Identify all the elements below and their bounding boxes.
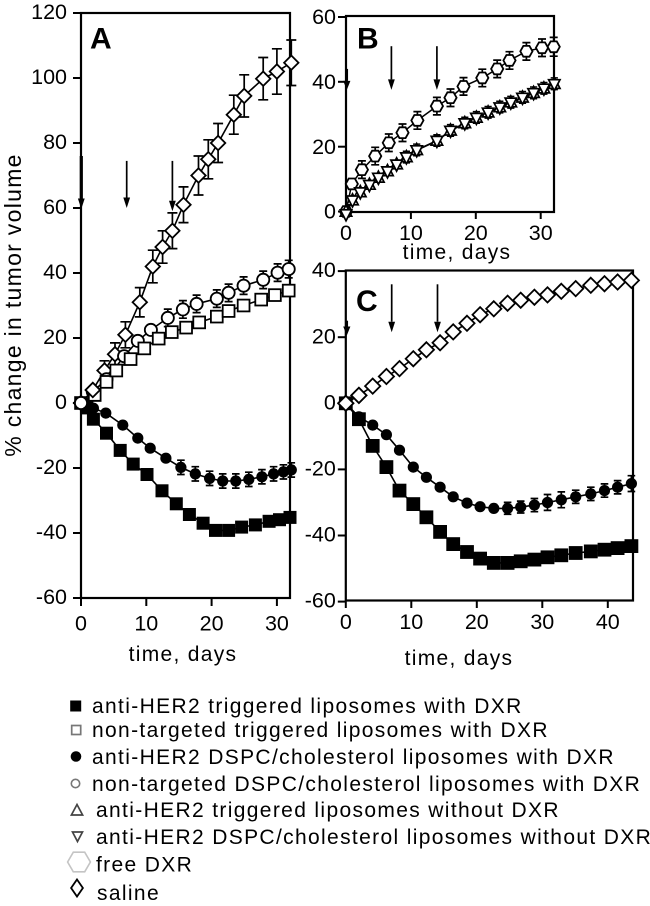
svg-text:20: 20 bbox=[312, 135, 336, 159]
svg-text:0: 0 bbox=[340, 221, 352, 245]
svg-text:20: 20 bbox=[464, 221, 488, 245]
svg-text:20: 20 bbox=[312, 324, 336, 348]
svg-text:C: C bbox=[356, 285, 378, 318]
svg-text:anti-HER2 triggered liposomes: anti-HER2 triggered liposomes without DX… bbox=[96, 799, 560, 822]
svg-text:-40: -40 bbox=[305, 523, 336, 547]
svg-text:10: 10 bbox=[134, 612, 158, 636]
svg-text:40: 40 bbox=[596, 610, 620, 634]
svg-text:anti-HER2 DSPC/cholesterol lip: anti-HER2 DSPC/cholesterol liposomes wit… bbox=[92, 746, 615, 769]
svg-text:non-targeted triggered liposom: non-targeted triggered liposomes with DX… bbox=[92, 719, 549, 742]
svg-text:A: A bbox=[90, 23, 112, 56]
svg-text:saline: saline bbox=[97, 882, 160, 905]
svg-text:20: 20 bbox=[43, 325, 67, 349]
svg-text:time, days: time, days bbox=[129, 643, 238, 666]
svg-text:-60: -60 bbox=[305, 589, 336, 613]
svg-text:10: 10 bbox=[399, 610, 423, 634]
svg-text:free DXR: free DXR bbox=[96, 854, 193, 877]
svg-text:30: 30 bbox=[265, 612, 289, 636]
svg-text:20: 20 bbox=[465, 610, 489, 634]
svg-text:-60: -60 bbox=[36, 585, 67, 609]
svg-text:anti-HER2 triggered liposomes: anti-HER2 triggered liposomes with DXR bbox=[92, 695, 523, 718]
svg-text:40: 40 bbox=[43, 260, 67, 284]
svg-text:non-targeted DSPC/cholesterol: non-targeted DSPC/cholesterol liposomes … bbox=[92, 773, 641, 796]
svg-text:-20: -20 bbox=[36, 455, 67, 479]
svg-text:anti-HER2 DSPC/cholesterol lip: anti-HER2 DSPC/cholesterol liposomes wit… bbox=[96, 826, 650, 849]
svg-text:-40: -40 bbox=[36, 520, 67, 544]
svg-text:B: B bbox=[357, 23, 379, 56]
svg-text:-20: -20 bbox=[305, 457, 336, 481]
svg-text:0: 0 bbox=[340, 610, 352, 634]
svg-text:60: 60 bbox=[312, 5, 336, 29]
svg-text:60: 60 bbox=[43, 195, 67, 219]
svg-text:100: 100 bbox=[31, 65, 67, 89]
svg-text:40: 40 bbox=[312, 258, 336, 282]
svg-text:0: 0 bbox=[55, 390, 67, 414]
svg-text:time, days: time, days bbox=[405, 647, 514, 670]
svg-text:40: 40 bbox=[312, 70, 336, 94]
svg-text:120: 120 bbox=[31, 0, 67, 24]
svg-text:30: 30 bbox=[530, 610, 554, 634]
svg-text:0: 0 bbox=[75, 612, 87, 636]
svg-text:80: 80 bbox=[43, 130, 67, 154]
svg-text:20: 20 bbox=[200, 612, 224, 636]
svg-text:0: 0 bbox=[324, 390, 336, 414]
svg-text:0: 0 bbox=[324, 200, 336, 224]
svg-text:30: 30 bbox=[529, 221, 553, 245]
svg-text:10: 10 bbox=[399, 221, 423, 245]
svg-text:time, days: time, days bbox=[403, 241, 512, 264]
svg-text:% change in tumor volume: % change in tumor volume bbox=[0, 153, 26, 457]
